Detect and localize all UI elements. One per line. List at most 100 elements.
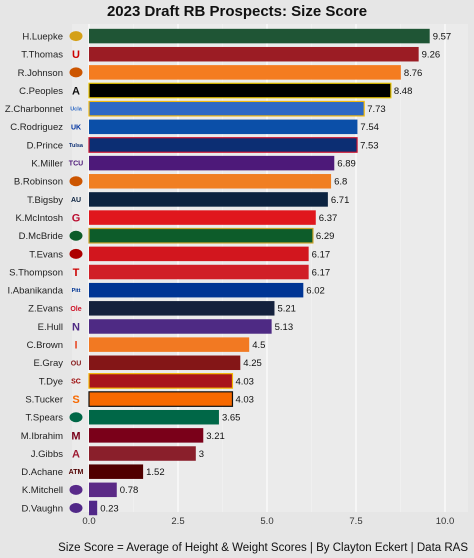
value-label: 6.8 (334, 177, 347, 188)
player-name-label: E.Hull (38, 322, 63, 333)
longhorn-icon (69, 176, 83, 187)
texas-am-icon: ATM (69, 469, 84, 476)
bar (89, 482, 117, 498)
uab-dragon-icon-shape (69, 230, 83, 241)
kstate-wildcat-icon-shape (69, 502, 83, 513)
bison-icon (69, 31, 83, 42)
value-labels: 9.57 9.26 8.76 8.48 7.73 7.54 7.53 6.89 6.8 6.71 6… (100, 31, 451, 514)
usc-sc-icon: SC (71, 378, 81, 385)
tcu-icon: TCU (69, 161, 83, 168)
longhorn-icon (69, 67, 83, 78)
bar (89, 246, 309, 262)
auburn-au-icon-glyph: AU (71, 197, 81, 204)
longhorn-icon-shape (69, 176, 83, 187)
syracuse-s-icon: S (72, 394, 79, 406)
value-label: 7.53 (360, 140, 379, 151)
player-name-label: R.Johnson (18, 68, 63, 79)
value-label: 4.25 (243, 358, 261, 369)
bar (89, 500, 98, 516)
value-label: 5.13 (275, 322, 294, 333)
bar (88, 391, 234, 407)
value-label: 6.17 (312, 267, 331, 278)
value-label: 9.26 (422, 50, 441, 61)
player-name-label: D.Prince (27, 140, 63, 151)
texas-tech-icon-glyph: T (73, 267, 80, 279)
value-label: 5.21 (277, 304, 296, 315)
player-name-label: E.Gray (33, 358, 63, 369)
player-name-label: T.Bigsby (27, 195, 63, 206)
x-tick-label: 10.0 (436, 516, 455, 527)
x-tick-label: 2.5 (171, 516, 184, 527)
player-name-label: K.Mitchell (22, 485, 63, 496)
player-name-label: C.Rodriguez (10, 122, 63, 133)
bar (89, 464, 144, 479)
bar (89, 119, 358, 135)
player-name-label: D.Vaughn (21, 503, 63, 514)
bar (89, 155, 335, 171)
aggie-a-icon: A (72, 85, 80, 97)
player-name-label: S.Thompson (9, 267, 63, 278)
value-label: 0.23 (100, 503, 119, 514)
tulane-wave-icon (69, 412, 83, 423)
minnesota-m-icon-glyph: M (71, 430, 80, 442)
ole-miss-icon: Ole (70, 306, 81, 313)
usc-sc-icon-glyph: SC (71, 378, 81, 385)
player-name-label: D.McBride (19, 231, 63, 242)
player-name-label: M.Ibrahim (21, 431, 63, 442)
bar (89, 264, 309, 280)
bar (89, 301, 275, 316)
alabama-a-icon: A (72, 448, 80, 460)
player-name-label: T.Evans (29, 249, 63, 260)
kstate-wildcat-icon (69, 502, 83, 513)
bar (89, 282, 304, 298)
player-name-label: Z.Evans (28, 304, 63, 315)
value-label: 6.71 (331, 195, 350, 206)
ucla-icon-glyph: Ucla (70, 107, 83, 113)
ecu-pirate-icon-shape (69, 484, 83, 495)
oklahoma-ou-icon-glyph: OU (71, 360, 82, 367)
player-name-label: T.Thomas (21, 50, 63, 61)
utah-u-icon-glyph: U (72, 49, 80, 61)
value-label: 6.02 (306, 286, 325, 297)
pitt-icon-glyph: Pitt (72, 288, 81, 294)
value-label: 3.21 (206, 431, 225, 442)
player-name-label: D.Achane (21, 467, 63, 478)
texas-am-icon-glyph: ATM (69, 469, 84, 476)
player-name-label: C.Brown (27, 340, 63, 351)
uab-dragon-icon (69, 230, 83, 241)
player-name-label: K.McIntosh (15, 213, 63, 224)
value-label: 1.52 (146, 467, 165, 478)
bar (88, 227, 314, 244)
tulsa-icon-glyph: Tulsa (69, 143, 84, 149)
bar (88, 100, 365, 117)
ole-miss-icon-glyph: Ole (70, 306, 81, 313)
illinois-i-icon-glyph: I (74, 340, 77, 352)
northwestern-n-icon-glyph: N (72, 321, 80, 333)
x-tick-label: 7.5 (349, 516, 362, 527)
bar (89, 65, 401, 80)
player-name-label: K.Miller (31, 159, 63, 170)
aggie-a-icon-glyph: A (72, 85, 80, 97)
value-label: 6.37 (319, 213, 338, 224)
utah-u-icon: U (72, 49, 80, 61)
texas-tech-icon: T (73, 267, 80, 279)
kentucky-uk-icon: UK (71, 124, 81, 131)
player-name-label: C.Peoples (19, 86, 63, 97)
alabama-a-icon-glyph: A (72, 448, 80, 460)
value-label: 7.54 (360, 122, 379, 133)
chart-caption: Size Score = Average of Height & Weight … (58, 542, 468, 554)
player-name-label: T.Spears (26, 413, 64, 424)
cardinal-icon-shape (69, 248, 83, 259)
georgia-g-icon: G (72, 213, 81, 225)
ucla-icon: Ucla (70, 107, 83, 113)
bar (89, 174, 332, 189)
ecu-pirate-icon (69, 484, 83, 495)
auburn-au-icon: AU (71, 197, 81, 204)
x-tick-label: 0.0 (82, 516, 95, 527)
bar (89, 28, 430, 44)
player-name-label: Z.Charbonnet (5, 104, 63, 115)
bar (89, 409, 219, 425)
northwestern-n-icon: N (72, 321, 80, 333)
bar (89, 446, 196, 461)
value-label: 6.89 (337, 159, 356, 170)
